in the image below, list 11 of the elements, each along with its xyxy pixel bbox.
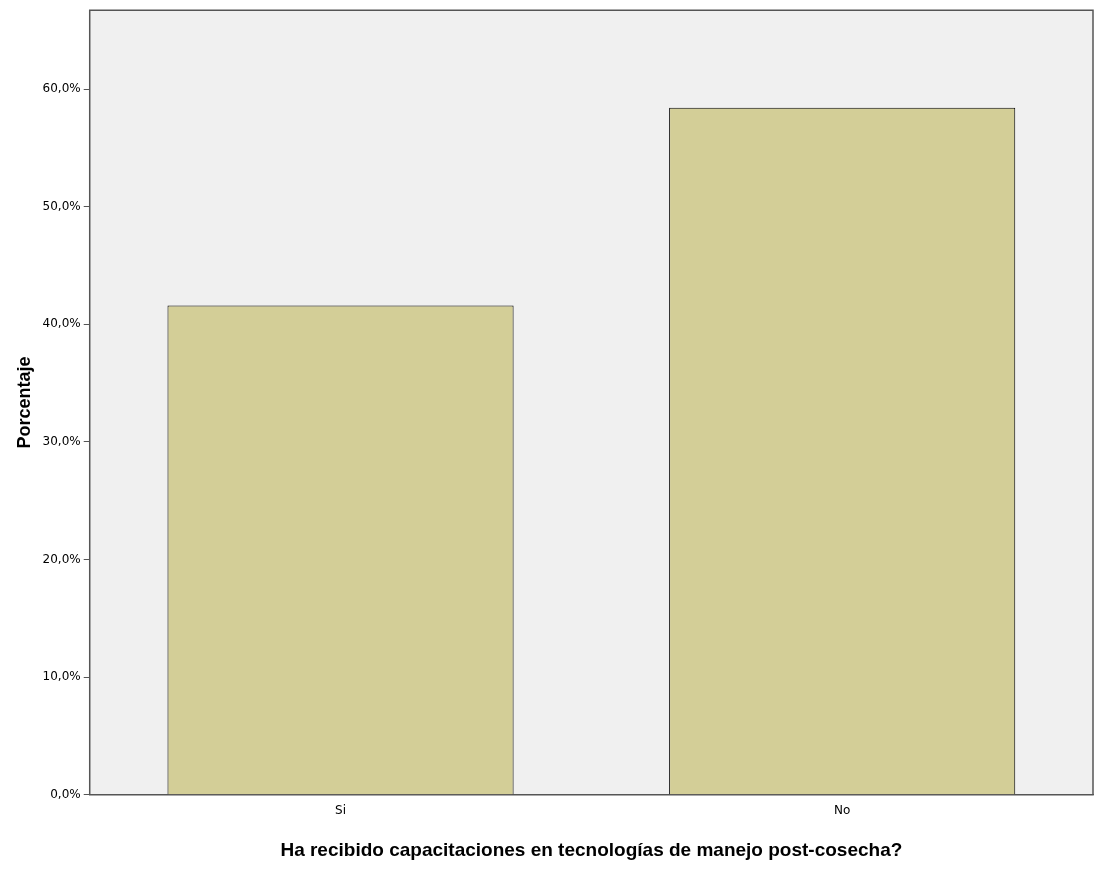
- y-tick-label: 0,0%: [50, 786, 81, 801]
- y-tick-label: 30,0%: [42, 434, 81, 449]
- y-tick-label: 50,0%: [42, 198, 81, 213]
- y-tick-label: 40,0%: [42, 316, 81, 331]
- x-tick-label: No: [834, 803, 851, 818]
- y-axis-title: Porcentaje: [13, 356, 34, 449]
- y-tick-label: 20,0%: [42, 551, 81, 566]
- x-axis-title: Ha recibido capacitaciones en tecnologías de manejo post-cosecha?: [280, 838, 903, 860]
- x-tick-label: Si: [335, 803, 347, 818]
- y-tick-label: 60,0%: [42, 81, 81, 96]
- y-tick-label: 10,0%: [42, 669, 81, 684]
